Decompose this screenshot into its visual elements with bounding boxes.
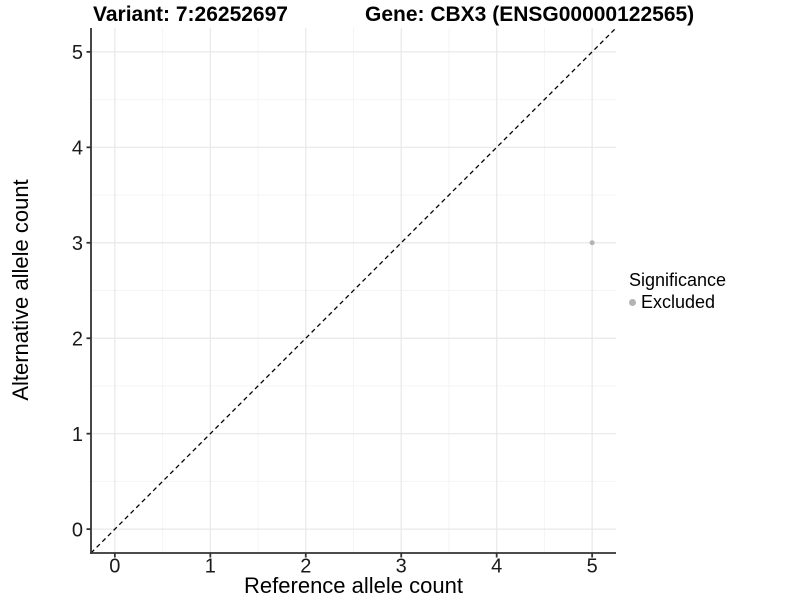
y-tick-label: 3 (72, 233, 83, 255)
x-tick-label: 3 (396, 556, 407, 578)
y-axis-title: Alternative allele count (8, 179, 33, 401)
y-tick-label: 5 (72, 42, 83, 64)
legend-item-excluded: Excluded (629, 292, 726, 312)
x-tick-label: 5 (587, 556, 598, 578)
x-tick-label: 4 (491, 556, 502, 578)
y-tick-label: 1 (72, 424, 83, 446)
x-tick-label: 2 (300, 556, 311, 578)
legend-key-dot-icon (629, 298, 636, 306)
plot-title-gene: Gene: CBX3 (ENSG00000122565) (365, 3, 695, 26)
y-tick-label: 4 (72, 138, 83, 160)
plot-title-variant: Variant: 7:26252697 (93, 3, 288, 26)
y-tick-label: 0 (72, 519, 83, 541)
legend: Significance Excluded (629, 271, 726, 312)
x-axis-title: Reference allele count (244, 573, 463, 598)
identity-dashed-line (90, 27, 617, 554)
legend-item-label: Excluded (641, 291, 716, 312)
x-tick-label: 1 (205, 556, 216, 578)
x-tick-label: 0 (109, 556, 120, 578)
y-tick-label: 2 (72, 328, 83, 350)
legend-title: Significance (629, 270, 727, 290)
data-point (589, 240, 595, 246)
